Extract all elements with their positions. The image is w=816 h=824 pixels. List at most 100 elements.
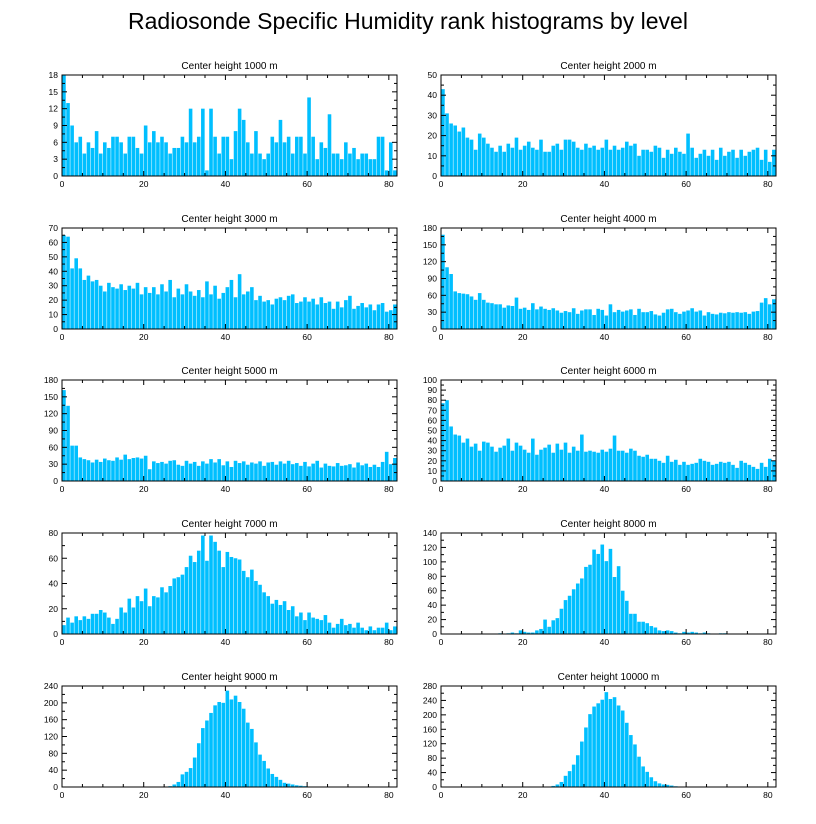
histogram-bar bbox=[115, 136, 119, 176]
histogram-bar bbox=[335, 623, 340, 634]
histogram-bar bbox=[588, 450, 592, 481]
histogram-bar bbox=[380, 461, 385, 481]
histogram-bar bbox=[184, 142, 189, 176]
histogram-bar bbox=[299, 612, 303, 634]
histogram-bar bbox=[641, 766, 645, 787]
y-tick-label: 40 bbox=[428, 436, 438, 446]
x-tick-label: 80 bbox=[384, 790, 394, 800]
histogram-bar bbox=[393, 170, 397, 176]
histogram-bar bbox=[176, 288, 181, 329]
histogram-bar bbox=[201, 728, 205, 787]
histogram-bar bbox=[213, 462, 217, 481]
histogram-bar bbox=[254, 463, 258, 481]
histogram-bar bbox=[103, 142, 107, 176]
histogram-bar bbox=[245, 142, 250, 176]
histogram-bar bbox=[657, 783, 662, 787]
histogram-bar bbox=[759, 159, 764, 176]
histogram-bar bbox=[258, 461, 262, 481]
histogram-bar bbox=[344, 300, 348, 329]
histogram-bar bbox=[233, 460, 238, 481]
histogram-bar bbox=[348, 295, 352, 329]
histogram-bar bbox=[176, 577, 181, 634]
histogram-bar bbox=[254, 580, 258, 634]
histogram-bar bbox=[176, 464, 181, 481]
histogram-bar bbox=[465, 438, 470, 481]
histogram-bar bbox=[457, 131, 462, 176]
histogram-bar bbox=[555, 443, 560, 481]
x-tick-label: 60 bbox=[681, 637, 691, 647]
histogram-bar bbox=[233, 695, 238, 787]
y-tick-label: 80 bbox=[49, 748, 59, 758]
histogram-bar bbox=[731, 149, 735, 176]
x-tick-label: 0 bbox=[439, 332, 444, 342]
x-tick-label: 20 bbox=[518, 332, 528, 342]
histogram-bar bbox=[502, 151, 507, 176]
histogram-bar bbox=[551, 620, 556, 634]
histogram-bar bbox=[184, 284, 189, 329]
histogram-bar bbox=[237, 108, 242, 176]
histogram-bar bbox=[616, 149, 621, 176]
histogram-bar bbox=[233, 131, 238, 176]
histogram-bar bbox=[380, 136, 385, 176]
histogram-bar bbox=[551, 145, 556, 176]
histogram-bar bbox=[620, 147, 625, 176]
histogram-bar bbox=[66, 236, 70, 329]
histogram-bar bbox=[127, 598, 132, 634]
histogram-bar bbox=[461, 293, 466, 329]
histogram-bar bbox=[763, 149, 768, 176]
histogram-bar bbox=[295, 463, 299, 481]
histogram-bar bbox=[718, 312, 723, 329]
histogram-bar bbox=[196, 136, 201, 176]
histogram-bar bbox=[645, 312, 650, 329]
histogram-bar bbox=[250, 569, 254, 634]
y-tick-label: 30 bbox=[49, 459, 59, 469]
histogram-bar bbox=[262, 465, 266, 481]
panel-title: Center height 1000 m bbox=[181, 61, 277, 72]
histogram-bar bbox=[311, 617, 315, 634]
histogram-bar bbox=[604, 139, 609, 176]
histogram-bar bbox=[254, 131, 258, 176]
histogram-bar bbox=[344, 625, 348, 634]
histogram-bar bbox=[323, 303, 328, 329]
y-tick-label: 18 bbox=[49, 70, 59, 80]
histogram-bar bbox=[690, 147, 694, 176]
histogram-bar bbox=[698, 153, 703, 176]
histogram-bar bbox=[718, 147, 723, 176]
histogram-bar bbox=[571, 308, 576, 329]
histogram-bar bbox=[669, 785, 674, 787]
histogram-bar bbox=[665, 455, 670, 481]
histogram-bar bbox=[694, 311, 699, 329]
histogram-bar bbox=[641, 312, 645, 329]
histogram-bar bbox=[559, 149, 564, 176]
histogram-bar bbox=[160, 136, 164, 176]
plot-frame bbox=[440, 532, 777, 635]
histogram-bar bbox=[258, 584, 262, 634]
y-tick-label: 60 bbox=[49, 442, 59, 452]
histogram-bar bbox=[686, 133, 690, 176]
histogram-bar bbox=[135, 147, 140, 176]
y-tick-label: 40 bbox=[428, 90, 438, 100]
histogram-bar bbox=[759, 302, 764, 329]
histogram-bar bbox=[86, 142, 91, 176]
histogram-bar bbox=[449, 274, 453, 329]
histogram-bar bbox=[123, 454, 128, 481]
histogram-bar bbox=[600, 699, 605, 787]
x-tick-label: 60 bbox=[681, 484, 691, 494]
y-tick-label: 150 bbox=[423, 240, 437, 250]
histogram-bar bbox=[135, 457, 140, 481]
y-tick-label: 180 bbox=[423, 223, 437, 233]
x-tick-label: 20 bbox=[518, 484, 528, 494]
histogram-bar bbox=[669, 153, 674, 176]
histogram-bar bbox=[624, 722, 629, 787]
histogram-bar bbox=[669, 461, 674, 481]
histogram-bar bbox=[457, 293, 462, 329]
histogram-bar bbox=[98, 153, 103, 176]
histogram-bar bbox=[152, 131, 156, 176]
y-tick-label: 0 bbox=[432, 324, 437, 334]
histogram-bar bbox=[74, 258, 78, 329]
x-tick-label: 0 bbox=[60, 179, 65, 189]
histogram-bar bbox=[649, 626, 654, 634]
panel-title: Center height 6000 m bbox=[560, 366, 656, 377]
histogram-bar bbox=[665, 309, 670, 329]
histogram-bar bbox=[555, 784, 560, 787]
